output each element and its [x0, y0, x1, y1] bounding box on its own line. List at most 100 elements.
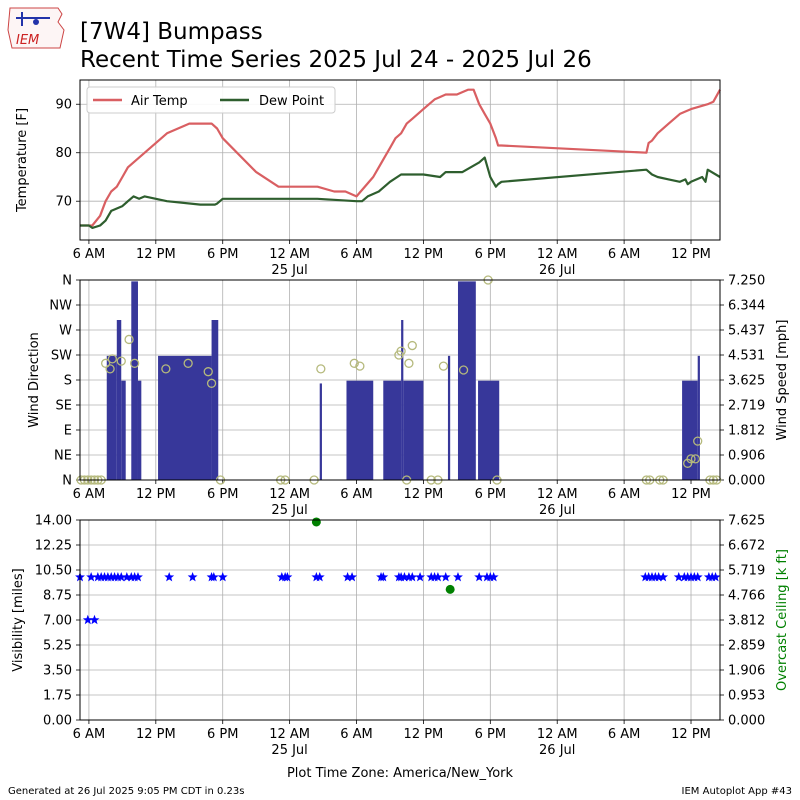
- ceiling-tick-label: 1.906: [728, 664, 765, 679]
- wind-speed-bar: [137, 380, 142, 480]
- wind-direction-point: [438, 361, 449, 371]
- dew-point-line: [80, 156, 721, 229]
- y-axis-label: Visibility [miles]: [11, 568, 26, 671]
- y2-axis-label: Overcast Ceiling [k ft]: [775, 549, 790, 691]
- wind-speed-bar: [116, 320, 122, 480]
- x-tick-label: 12 AM: [537, 487, 578, 502]
- ceiling-tick-label: 7.625: [728, 514, 765, 529]
- visibility-star: [86, 571, 97, 582]
- legend-box: [86, 86, 336, 114]
- wind-speed-bar: [121, 380, 126, 480]
- wind-direction-point: [161, 364, 171, 374]
- vis-tick-label: 1.75: [43, 689, 72, 704]
- x-tick-label: 12 AM: [269, 487, 310, 502]
- visibility-star: [399, 571, 410, 582]
- wind-speed-bar: [403, 380, 424, 480]
- wind-direction-point: [105, 364, 115, 374]
- visibility-star: [440, 571, 451, 582]
- wind-direction-point: [355, 361, 365, 371]
- x-tick-label: 12 PM: [671, 247, 711, 262]
- ceiling-point: [311, 517, 321, 527]
- wind-speed-bar: [697, 355, 700, 480]
- x-date-label: 26 Jul: [539, 263, 575, 278]
- ceiling-point: [445, 584, 455, 594]
- dir-tick-label: NE: [54, 449, 72, 464]
- speed-tick-label: 0.906: [728, 449, 765, 464]
- visibility-star: [658, 571, 669, 582]
- wind-direction-point: [183, 358, 193, 368]
- x-date-label: 25 Jul: [271, 743, 307, 758]
- visibility-star: [208, 571, 219, 582]
- x-tick-label: 12 PM: [404, 487, 444, 502]
- speed-tick-label: 5.437: [728, 324, 765, 339]
- chart-title-line2: Recent Time Series 2025 Jul 24 - 2025 Ju…: [80, 47, 592, 73]
- logo-text: IEM: [16, 33, 39, 48]
- visibility-star: [407, 571, 418, 582]
- wind-direction-point: [396, 346, 406, 356]
- x-tick-label: 12 PM: [671, 487, 711, 502]
- visibility-star: [710, 571, 721, 582]
- x-tick-label: 6 AM: [608, 487, 641, 502]
- generated-note: Generated at 26 Jul 2025 9:05 PM CDT in …: [8, 786, 244, 797]
- app-credit: IEM Autoplot App #43: [682, 786, 792, 797]
- y-tick-label: 80: [55, 146, 72, 161]
- iem-logo: IEM: [7, 7, 65, 49]
- wind-direction-point: [316, 364, 326, 374]
- wind-speed-bar: [346, 380, 374, 480]
- x-tick-label: 12 PM: [136, 247, 176, 262]
- wind-speed-bar: [131, 281, 138, 480]
- wind-speed-bar: [401, 320, 404, 480]
- x-date-label: 25 Jul: [271, 503, 307, 518]
- speed-tick-label: 7.250: [728, 274, 765, 289]
- x-tick-label: 12 PM: [404, 247, 444, 262]
- legend: Air Temp Dew Point: [86, 86, 336, 114]
- x-tick-label: 12 PM: [136, 487, 176, 502]
- visibility-star: [82, 614, 93, 625]
- x-date-label: 26 Jul: [539, 503, 575, 518]
- wind-speed-bar: [478, 380, 500, 480]
- wind-direction-point: [107, 354, 117, 364]
- visibility-star: [164, 571, 175, 582]
- visibility-star: [692, 571, 703, 582]
- speed-tick-label: 6.344: [728, 299, 765, 314]
- y-tick-label: 70: [55, 195, 72, 210]
- x-tick-label: 12 PM: [404, 727, 444, 742]
- x-tick-label: 6 PM: [207, 727, 238, 742]
- wind-direction-point: [404, 358, 414, 368]
- x-tick-label: 6 PM: [475, 247, 506, 262]
- x-tick-label: 12 PM: [671, 727, 711, 742]
- speed-tick-label: 1.812: [728, 424, 765, 439]
- wind-speed-bar: [457, 281, 476, 480]
- dir-tick-label: N: [62, 274, 72, 289]
- speed-tick-label: 0.000: [728, 474, 765, 489]
- visibility-star: [432, 571, 443, 582]
- chart-title-line1: [7W4] Bumpass: [80, 19, 263, 45]
- dir-tick-label: NW: [49, 299, 72, 314]
- wind-direction-point: [686, 454, 696, 464]
- x-tick-label: 6 AM: [340, 247, 373, 262]
- vis-tick-label: 10.50: [35, 564, 72, 579]
- wind-direction-point: [100, 358, 111, 368]
- wind-direction-point: [458, 365, 469, 375]
- wind-speed-bar: [319, 383, 322, 480]
- wind-speed-bar: [447, 355, 451, 480]
- visibility-star: [282, 571, 293, 582]
- ceiling-tick-label: 0.000: [728, 714, 765, 729]
- x-tick-label: 12 AM: [537, 727, 578, 742]
- x-tick-label: 6 AM: [73, 487, 106, 502]
- visibility-star: [653, 571, 664, 582]
- visibility-star: [187, 571, 198, 582]
- visibility-star: [378, 571, 389, 582]
- x-tick-label: 6 PM: [475, 487, 506, 502]
- wind-speed-bar: [211, 320, 219, 480]
- speed-tick-label: 2.719: [728, 399, 765, 414]
- dir-tick-label: SE: [56, 399, 72, 414]
- visibility-star: [415, 571, 426, 582]
- visibility-star: [673, 571, 684, 582]
- vis-tick-label: 7.00: [43, 614, 72, 629]
- wind-direction-point: [124, 334, 134, 345]
- visibility-star: [121, 571, 132, 582]
